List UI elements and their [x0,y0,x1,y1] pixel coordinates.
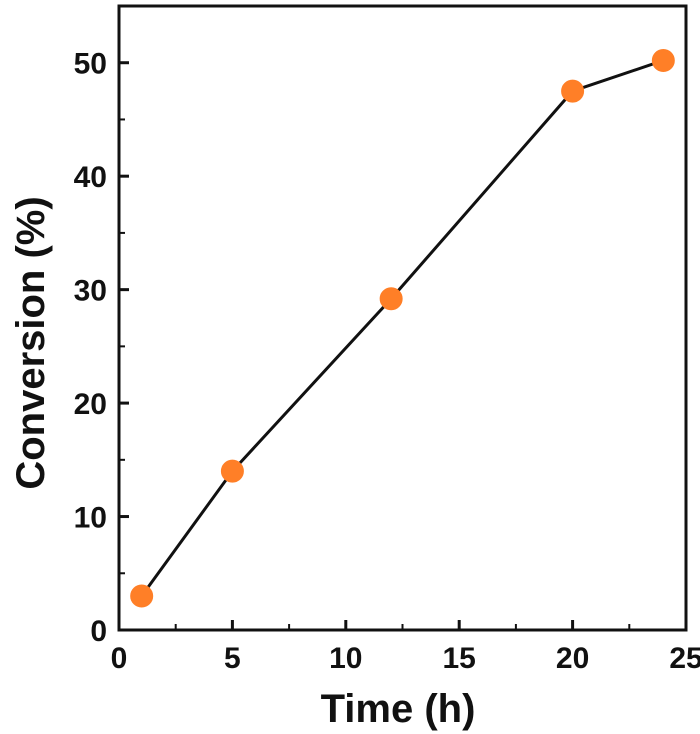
x-tick-label: 20 [556,642,589,675]
y-tick-label: 40 [74,161,107,194]
y-tick-label: 0 [90,615,107,648]
y-axis-title: Conversion (%) [9,196,53,489]
data-point [379,287,403,311]
plot-border [117,4,688,632]
x-tick-label: 15 [443,642,476,675]
x-tick-label: 10 [329,642,362,675]
data-series [130,48,675,608]
x-axis-title: Time (h) [321,687,476,731]
data-point [651,48,675,72]
y-tick-label: 30 [74,275,107,308]
tick-labels: 0 5 10 15 20 25 0 10 20 30 40 50 [74,48,700,675]
data-point [130,584,154,608]
axis-ticks [117,61,688,632]
data-point [561,79,585,103]
x-tick-label: 5 [224,642,241,675]
x-tick-label: 25 [669,642,700,675]
y-tick-label: 50 [74,48,107,81]
y-tick-label: 20 [74,388,107,421]
x-tick-label: 0 [111,642,128,675]
series-line [140,59,664,597]
data-point [220,459,244,483]
y-tick-label: 10 [74,502,107,535]
plot-frame [117,4,688,632]
